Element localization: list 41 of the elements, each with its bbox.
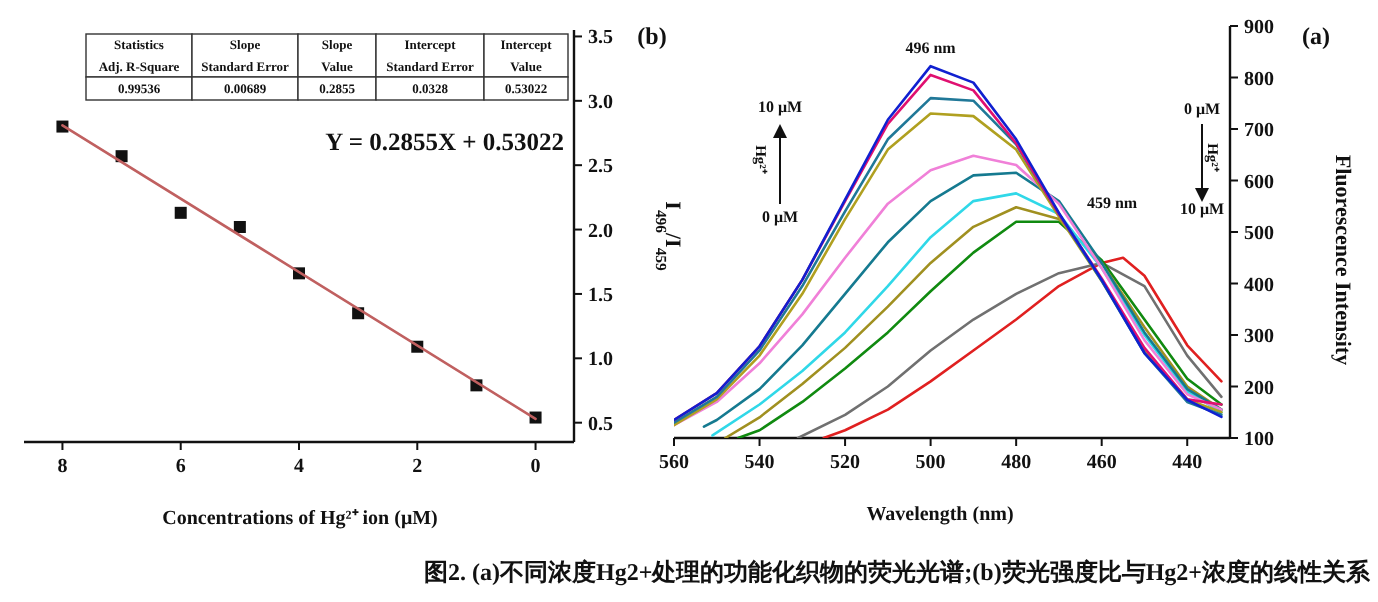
annotation: 10 μM: [1179, 200, 1225, 218]
x-tick-label: 480: [1001, 452, 1032, 474]
y-tick-label: 3.5: [588, 27, 613, 50]
y-tick-label: 1.0: [588, 349, 613, 372]
annotation: 0 μM: [761, 208, 799, 226]
x-tick-label: 440: [1172, 452, 1203, 474]
y-axis-title: Fluorescence Intensity: [1330, 154, 1354, 367]
x-tick-label: 540: [744, 452, 775, 474]
annotation: 496 nm: [905, 38, 957, 57]
annotation: 459 nm: [1086, 194, 1138, 212]
x-tick-label: 520: [830, 452, 861, 474]
x-tick-label: 0: [530, 456, 541, 478]
y-tick-label: 200: [1244, 377, 1274, 400]
x-tick-label: 500: [915, 452, 946, 474]
annotation: 0 μM: [1183, 100, 1221, 118]
annotation: Y = 0.2855X + 0.53022: [325, 128, 564, 156]
x-tick-label: 4: [294, 456, 304, 478]
x-tick-label: 560: [659, 452, 689, 474]
text: (b): [637, 22, 667, 50]
x-tick-label: 8: [57, 456, 68, 478]
y-tick-label: 400: [1244, 274, 1274, 297]
y-tick-label: 500: [1244, 223, 1274, 245]
caption: 图2. (a)不同浓度Hg2+处理的功能化织物的荧光光谱;(b)荧光强度比与Hg2+浓度的线性关系: [424, 558, 1372, 586]
y-tick-label: 700: [1244, 120, 1274, 142]
x-axis-title: Concentrations of Hg²⁺ ion (μM): [162, 508, 438, 530]
y-tick-label: 2.5: [588, 156, 613, 179]
y-tick-label: 2.0: [588, 220, 613, 243]
y-tick-label: 300: [1244, 326, 1274, 348]
text: (a): [1302, 22, 1330, 50]
x-tick-label: 2: [412, 456, 423, 478]
annotation: 10 μM: [757, 98, 803, 116]
y-tick-label: 600: [1244, 171, 1274, 194]
y-tick-label: 800: [1244, 68, 1274, 91]
y-tick-label: 1.5: [588, 284, 613, 307]
y-tick-label: 100: [1244, 429, 1274, 451]
x-tick-label: 6: [175, 456, 186, 478]
y-tick-label: 3.0: [588, 91, 613, 114]
y-tick-label: 900: [1244, 17, 1274, 39]
x-axis-title: Wavelength (nm): [866, 504, 1014, 526]
x-tick-label: 460: [1086, 452, 1117, 474]
y-tick-label: 0.5: [588, 413, 613, 436]
